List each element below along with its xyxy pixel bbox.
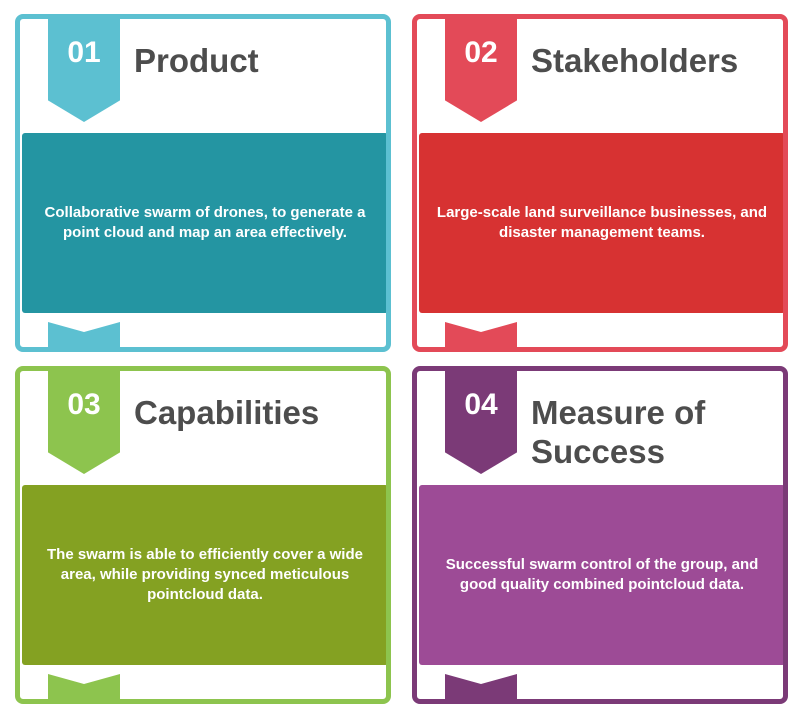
card-description: Collaborative swarm of drones, to genera… — [44, 204, 366, 241]
card-measure-of-success: 04 Measure of Success Successful swarm c… — [412, 366, 788, 704]
card-description-box: Large-scale land surveillance businesses… — [419, 133, 783, 313]
card-description-box: Successful swarm control of the group, a… — [419, 485, 783, 665]
card-description-box: The swarm is able to efficiently cover a… — [22, 485, 386, 665]
card-description: The swarm is able to efficiently cover a… — [47, 546, 363, 603]
card-number-tab: 02 — [445, 19, 517, 122]
card-title: Capabilities — [134, 394, 320, 431]
card-description: Large-scale land surveillance businesses… — [436, 204, 768, 241]
card-title: Measure of Success — [531, 394, 706, 470]
card-description-box: Collaborative swarm of drones, to genera… — [22, 133, 386, 313]
card-number: 02 — [464, 36, 498, 69]
card-product: 01 Product Collaborative swarm of drones… — [15, 14, 391, 352]
card-bottom-notch — [48, 322, 120, 347]
card-title: Product — [134, 42, 259, 79]
card-title: Stakeholders — [531, 42, 739, 79]
card-number-tab: 01 — [48, 19, 120, 122]
card-bottom-notch — [445, 322, 517, 347]
card-number: 01 — [67, 36, 101, 69]
card-number-tab: 03 — [48, 371, 120, 474]
card-bottom-notch — [48, 674, 120, 699]
card-stakeholders: 02 Stakeholders Large-scale land surveil… — [412, 14, 788, 352]
card-number-tab: 04 — [445, 371, 517, 474]
card-capabilities: 03 Capabilities The swarm is able to eff… — [15, 366, 391, 704]
card-number: 03 — [67, 388, 101, 421]
card-description: Successful swarm control of the group, a… — [445, 556, 759, 593]
card-bottom-notch — [445, 674, 517, 699]
card-number: 04 — [464, 388, 498, 421]
